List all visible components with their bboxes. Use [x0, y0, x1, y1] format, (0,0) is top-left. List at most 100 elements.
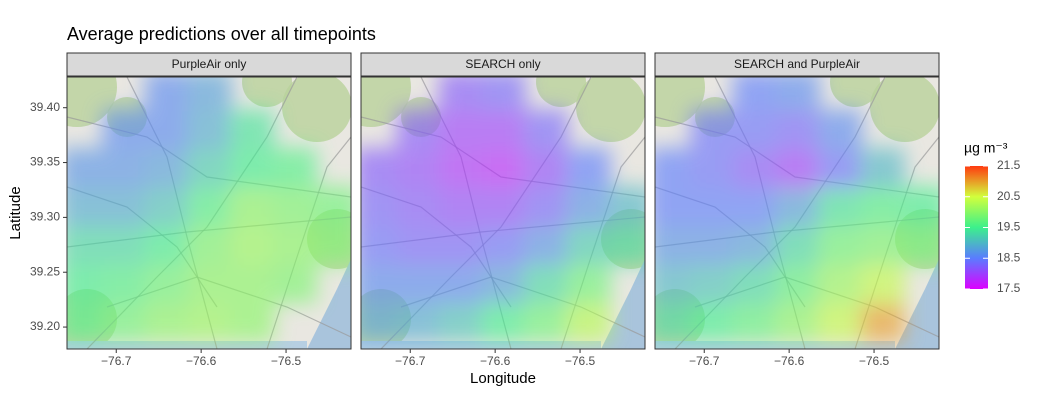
heat-cell [690, 301, 735, 342]
heat-cell [775, 224, 820, 265]
heat-cell [396, 263, 441, 304]
heat-cell [817, 301, 863, 342]
heat-cell [314, 186, 351, 227]
heat-cell [481, 147, 526, 189]
heat-cell [732, 147, 778, 189]
heat-cell [272, 263, 317, 304]
heat-cell [67, 224, 105, 265]
heat-cell [67, 301, 105, 342]
heat-cell [102, 224, 147, 265]
heat-cell [102, 109, 147, 150]
panel-border [654, 76, 940, 350]
map-water [307, 259, 351, 349]
heat-cell [396, 301, 441, 342]
y-tick-label: 39.30 [30, 210, 60, 224]
heat-cell [523, 109, 569, 150]
heat-layer [361, 77, 645, 342]
heat-cell [229, 301, 275, 342]
heat-cell [566, 224, 611, 265]
heat-cell [481, 109, 526, 150]
heat-cell [523, 301, 569, 342]
facet-title: SEARCH only [465, 57, 540, 71]
heat-cell [438, 186, 484, 227]
heat-cell [817, 186, 863, 227]
heat-cell [732, 301, 778, 342]
heat-cell [396, 224, 441, 265]
heat-cell [438, 301, 484, 342]
map-water [895, 259, 939, 349]
heat-cell [187, 263, 232, 304]
heat-cell [523, 224, 569, 265]
heat-cell [860, 186, 905, 227]
map-park [830, 77, 880, 107]
heat-cell [438, 109, 484, 150]
heat-cell [690, 263, 735, 304]
heat-cell [690, 186, 735, 227]
map-water [601, 259, 645, 349]
heat-cell [396, 147, 441, 189]
heat-cell [902, 224, 939, 265]
facet-title: SEARCH and PurpleAir [734, 57, 860, 71]
heat-cell [860, 147, 905, 189]
heat-cell [655, 263, 693, 304]
heat-cell [67, 263, 105, 304]
facet-strip [66, 52, 352, 77]
heat-cell [860, 263, 905, 304]
map-park [536, 77, 586, 107]
heat-cell [102, 186, 147, 227]
heat-cell [523, 147, 569, 189]
x-tick-label: −76.7 [689, 354, 720, 368]
colorbar-tick-label: 20.5 [997, 189, 1021, 203]
colorbar-title: µg m⁻³ [964, 140, 1008, 156]
heat-cell [860, 224, 905, 265]
heat-cell [732, 77, 778, 112]
heat-cell [732, 186, 778, 227]
heat-cell [481, 263, 526, 304]
y-axis-label: Latitude [7, 186, 24, 239]
colorbar-tick-label: 17.5 [997, 281, 1021, 295]
heat-cell [690, 109, 735, 150]
map-park [242, 77, 292, 107]
heat-cell [144, 77, 190, 112]
heat-cell [102, 263, 147, 304]
heat-cell [690, 147, 735, 189]
heat-cells [361, 77, 645, 342]
facet-strip [654, 52, 940, 77]
heat-cell [102, 301, 147, 342]
heat-cell [860, 301, 905, 342]
heat-cell [817, 147, 863, 189]
heat-cell [608, 186, 645, 227]
heat-cell [566, 147, 611, 189]
heat-cell [655, 147, 693, 189]
heat-cell [314, 224, 351, 265]
colorbar-tick-label: 21.5 [997, 158, 1021, 172]
chart-title: Average predictions over all timepoints [67, 24, 376, 44]
heat-cell [655, 186, 693, 227]
heat-cell [67, 147, 105, 189]
heat-cell [144, 186, 190, 227]
heat-cell [775, 147, 820, 189]
heat-cell [523, 186, 569, 227]
heat-cell [229, 186, 275, 227]
facet-strip [360, 52, 646, 77]
heat-cell [817, 224, 863, 265]
heat-cells [67, 77, 351, 342]
heat-cell [481, 77, 526, 112]
heat-cell [229, 224, 275, 265]
heat-cell [144, 109, 190, 150]
heat-cell [775, 301, 820, 342]
heat-cell [272, 224, 317, 265]
heat-cell [438, 263, 484, 304]
heat-cell [732, 224, 778, 265]
heat-cell [396, 186, 441, 227]
x-tick-label: −76.7 [395, 354, 426, 368]
heat-cell [817, 263, 863, 304]
heat-cell [361, 263, 399, 304]
heat-cell [361, 147, 399, 189]
facet-title: PurpleAir only [172, 57, 247, 71]
map-park [870, 77, 939, 142]
heat-cell [144, 263, 190, 304]
heat-cell [438, 224, 484, 265]
panel-border [360, 76, 646, 350]
